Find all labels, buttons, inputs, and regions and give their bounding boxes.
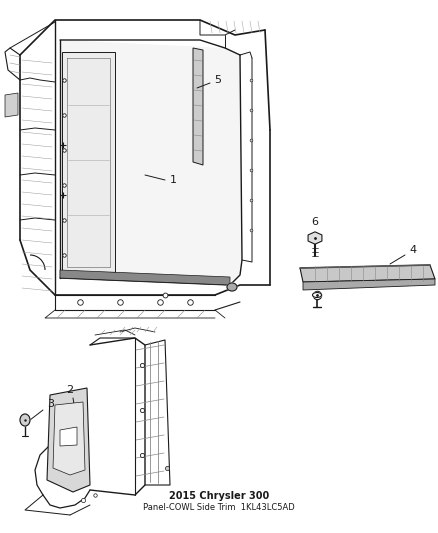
Polygon shape [60, 40, 242, 285]
Text: 1: 1 [170, 175, 177, 185]
Polygon shape [60, 427, 77, 446]
Polygon shape [62, 52, 115, 272]
Polygon shape [47, 388, 90, 492]
Polygon shape [303, 279, 435, 290]
Polygon shape [300, 265, 435, 282]
Ellipse shape [20, 414, 30, 426]
Polygon shape [5, 93, 18, 117]
Text: 2: 2 [67, 385, 74, 395]
Text: 5: 5 [215, 75, 222, 85]
Text: Panel-COWL Side Trim  1KL43LC5AD: Panel-COWL Side Trim 1KL43LC5AD [143, 504, 295, 513]
Polygon shape [53, 402, 85, 475]
Text: 6: 6 [311, 217, 318, 227]
Polygon shape [60, 270, 230, 285]
Text: 3: 3 [47, 399, 54, 409]
Text: 2015 Chrysler 300: 2015 Chrysler 300 [169, 491, 269, 501]
Polygon shape [308, 232, 322, 244]
Ellipse shape [312, 293, 321, 297]
Ellipse shape [227, 283, 237, 291]
Text: 4: 4 [410, 245, 417, 255]
Polygon shape [193, 48, 203, 165]
